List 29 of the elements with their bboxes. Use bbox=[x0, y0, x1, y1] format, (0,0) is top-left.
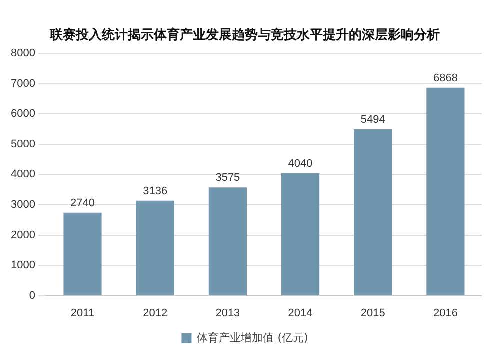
data-label: 6868 bbox=[433, 72, 458, 84]
bar bbox=[208, 188, 247, 296]
x-tick-label: 2012 bbox=[143, 307, 168, 320]
y-tick-label: 6000 bbox=[10, 108, 36, 120]
data-label: 5494 bbox=[360, 114, 386, 126]
bar bbox=[426, 88, 465, 296]
y-tick-label: 7000 bbox=[10, 78, 36, 90]
x-tick-label: 2011 bbox=[70, 307, 95, 320]
x-tick-label: 2014 bbox=[288, 307, 313, 320]
y-tick-label: 5000 bbox=[10, 138, 36, 150]
y-tick-label: 8000 bbox=[10, 48, 36, 60]
data-label: 3136 bbox=[143, 185, 168, 198]
bar bbox=[64, 212, 102, 296]
x-tick-label: 2015 bbox=[360, 307, 386, 320]
y-tick-label: 2000 bbox=[10, 229, 36, 242]
y-tick-label: 1000 bbox=[10, 260, 36, 272]
y-tick-label: 4000 bbox=[10, 168, 36, 181]
bar bbox=[354, 129, 392, 296]
x-tick-label: 2016 bbox=[433, 307, 458, 320]
data-label: 3575 bbox=[216, 172, 240, 184]
y-tick-label: 0 bbox=[29, 290, 36, 302]
legend-label: 体育产业增加值 (亿元) bbox=[197, 331, 308, 344]
bar bbox=[281, 173, 320, 296]
data-label: 2740 bbox=[70, 197, 96, 210]
y-tick-label: 3000 bbox=[10, 199, 36, 212]
bar bbox=[136, 200, 174, 296]
data-label: 4040 bbox=[288, 158, 313, 170]
chart-title: 联赛投入统计揭示体育产业发展趋势与竞技水平提升的深层影响分析 bbox=[49, 27, 440, 44]
x-tick-label: 2013 bbox=[216, 307, 240, 320]
